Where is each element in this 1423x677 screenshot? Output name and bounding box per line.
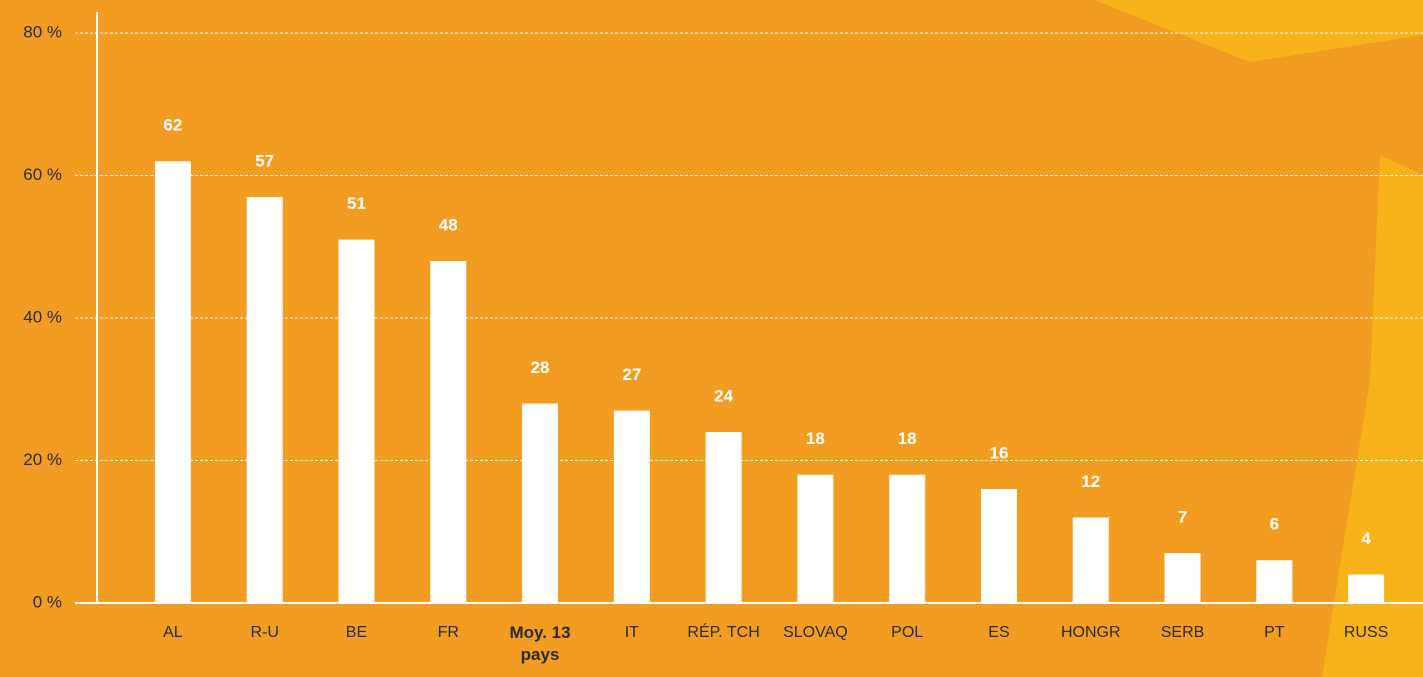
y-tick-label: 60 % xyxy=(23,165,62,184)
x-tick-label: POL xyxy=(891,624,924,641)
value-label: 28 xyxy=(531,358,550,377)
value-label: 18 xyxy=(806,429,825,448)
decoration xyxy=(1322,155,1423,677)
x-tick-label: HONGR xyxy=(1060,624,1121,641)
x-tick-label: RÉP. TCH xyxy=(687,624,760,641)
value-label: 24 xyxy=(714,386,733,405)
value-label: 27 xyxy=(622,365,641,384)
value-label: 6 xyxy=(1270,515,1279,534)
x-tick-label: SLOVAQ xyxy=(783,624,848,641)
x-tick-label: Moy. 13 pays xyxy=(509,623,571,664)
x-tick-label: R-U xyxy=(250,624,279,641)
y-tick-label: 40 % xyxy=(23,307,62,326)
value-label: 12 xyxy=(1081,472,1100,491)
value-label: 62 xyxy=(163,116,182,135)
value-label: 4 xyxy=(1361,529,1371,548)
x-tick-label: PT xyxy=(1264,624,1285,641)
bar xyxy=(1348,574,1385,603)
x-tick-label: BE xyxy=(345,624,368,641)
bar xyxy=(154,161,191,603)
bar xyxy=(1072,517,1109,603)
value-label: 7 xyxy=(1178,508,1187,527)
bar xyxy=(705,432,742,603)
y-tick-label: 80 % xyxy=(23,22,62,41)
value-label: 16 xyxy=(990,443,1009,462)
bar xyxy=(980,489,1017,603)
y-tick-label: 0 % xyxy=(33,592,62,611)
x-tick-label: ES xyxy=(988,624,1010,641)
bar xyxy=(613,410,650,603)
bar xyxy=(522,403,559,603)
value-label: 57 xyxy=(255,151,274,170)
bar xyxy=(1256,560,1293,603)
bar xyxy=(797,474,834,603)
bar xyxy=(889,474,926,603)
x-tick-label: SERB xyxy=(1160,624,1205,641)
bar xyxy=(1164,553,1201,603)
bar xyxy=(246,196,283,603)
x-tick-label: AL xyxy=(163,624,183,641)
x-tick-label: IT xyxy=(624,624,639,641)
bar xyxy=(338,239,375,603)
x-tick-label: FR xyxy=(437,624,459,641)
decoration xyxy=(1095,0,1423,62)
bar xyxy=(430,261,467,603)
value-label: 51 xyxy=(347,194,366,213)
x-tick-label: RUSS xyxy=(1343,624,1389,641)
y-tick-label: 20 % xyxy=(23,450,62,469)
value-label: 18 xyxy=(898,429,917,448)
value-label: 48 xyxy=(439,215,458,234)
